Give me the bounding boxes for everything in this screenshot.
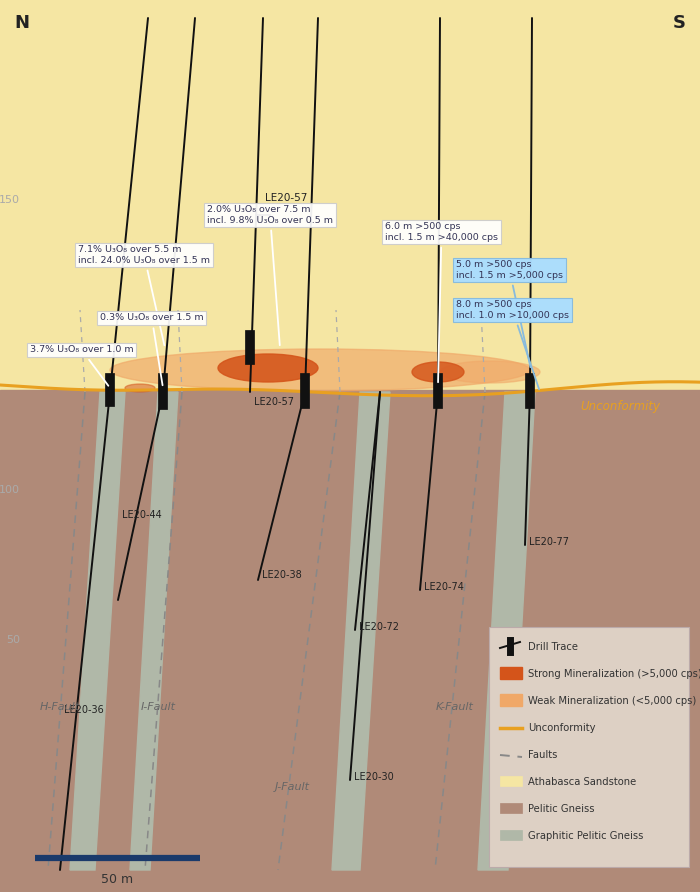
Text: Athabasca Sandstone: Athabasca Sandstone — [528, 777, 636, 787]
Polygon shape — [130, 392, 178, 870]
Bar — [0, 0, 700, 390]
Text: 5.0 m >500 cps
incl. 1.5 m >5,000 cps: 5.0 m >500 cps incl. 1.5 m >5,000 cps — [456, 260, 563, 368]
Polygon shape — [332, 392, 390, 870]
Text: LE20-44: LE20-44 — [122, 510, 162, 520]
Text: LE20-72: LE20-72 — [359, 622, 399, 632]
Ellipse shape — [125, 384, 155, 392]
Text: Strong Mineralization (>5,000 cps): Strong Mineralization (>5,000 cps) — [528, 669, 700, 679]
Polygon shape — [70, 392, 125, 870]
Text: 6.0 m >500 cps
incl. 1.5 m >40,000 cps: 6.0 m >500 cps incl. 1.5 m >40,000 cps — [385, 222, 498, 383]
Ellipse shape — [412, 362, 464, 382]
Text: H-Fault: H-Fault — [40, 702, 80, 712]
Text: 2.0% U₃O₈ over 7.5 m
incl. 9.8% U₃O₈ over 0.5 m: 2.0% U₃O₈ over 7.5 m incl. 9.8% U₃O₈ ove… — [207, 205, 333, 345]
Text: 50: 50 — [6, 635, 20, 645]
Text: LE20-36: LE20-36 — [64, 705, 104, 715]
Bar — [500, 694, 522, 706]
Text: Drill Trace: Drill Trace — [528, 642, 578, 652]
Text: Pelitic Gneiss: Pelitic Gneiss — [528, 804, 594, 814]
Text: 3.7% U₃O₈ over 1.0 m: 3.7% U₃O₈ over 1.0 m — [30, 345, 134, 385]
Text: S: S — [673, 14, 686, 32]
Text: LE20-57: LE20-57 — [254, 397, 294, 407]
Ellipse shape — [218, 354, 318, 382]
Text: K-Fault: K-Fault — [436, 702, 474, 712]
Text: 150: 150 — [0, 195, 20, 205]
Text: LE20-77: LE20-77 — [529, 537, 569, 547]
Text: Weak Mineralization (<5,000 cps): Weak Mineralization (<5,000 cps) — [528, 696, 696, 706]
Polygon shape — [478, 392, 535, 870]
Text: LE20-38: LE20-38 — [262, 570, 302, 580]
Text: 100: 100 — [0, 485, 20, 495]
Text: Faults: Faults — [528, 750, 557, 760]
Bar — [500, 667, 522, 679]
Bar — [500, 803, 522, 813]
FancyBboxPatch shape — [489, 627, 689, 867]
Bar — [500, 776, 522, 786]
Text: 7.1% U₃O₈ over 5.5 m
incl. 24.0% U₃O₈ over 1.5 m: 7.1% U₃O₈ over 5.5 m incl. 24.0% U₃O₈ ov… — [78, 245, 210, 345]
Text: 0.3% U₃O₈ over 1.5 m: 0.3% U₃O₈ over 1.5 m — [100, 313, 204, 385]
Text: 8.0 m >500 cps
incl. 1.0 m >10,000 cps: 8.0 m >500 cps incl. 1.0 m >10,000 cps — [456, 301, 569, 390]
Text: LE20-30: LE20-30 — [354, 772, 393, 782]
Text: N: N — [14, 14, 29, 32]
Text: Unconformity: Unconformity — [528, 723, 596, 733]
Text: Graphitic Pelitic Gneiss: Graphitic Pelitic Gneiss — [528, 831, 643, 841]
Text: J-Fault: J-Fault — [274, 782, 309, 792]
Text: LE20-74: LE20-74 — [424, 582, 464, 592]
Bar — [0, 390, 700, 892]
Text: LE20-57: LE20-57 — [265, 193, 307, 203]
Text: Unconformity: Unconformity — [580, 400, 660, 413]
Bar — [500, 830, 522, 840]
Text: I-Fault: I-Fault — [141, 702, 176, 712]
Ellipse shape — [440, 361, 540, 383]
Ellipse shape — [110, 349, 530, 391]
Text: 50 m: 50 m — [102, 873, 134, 886]
